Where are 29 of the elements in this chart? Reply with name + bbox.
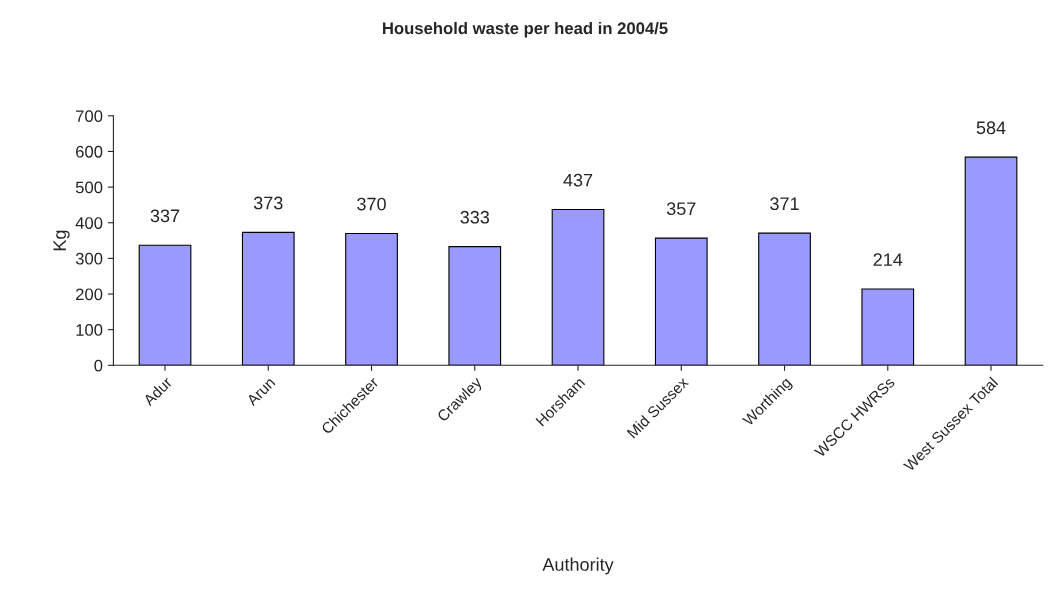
- y-tick-label: 400: [75, 217, 103, 229]
- bar: [551, 209, 605, 366]
- data-label: 357: [666, 202, 696, 216]
- y-tick-label: 0: [94, 359, 103, 372]
- y-tick-label: 100: [76, 324, 103, 336]
- data-label: 373: [253, 196, 283, 210]
- bar: [448, 246, 502, 366]
- y-tick-label: 300: [75, 252, 103, 265]
- bar: [345, 232, 398, 366]
- bar: [758, 232, 811, 366]
- data-label: 333: [460, 210, 490, 224]
- bar: [241, 231, 295, 366]
- data-label: 337: [150, 209, 180, 223]
- bar: [654, 237, 708, 366]
- data-label: 584: [976, 121, 1006, 135]
- y-axis-title: Kg: [53, 230, 70, 251]
- y-tick-label: 500: [75, 181, 103, 194]
- chart-title: Household waste per head in 2004/5: [383, 21, 668, 38]
- y-tick-label: 200: [76, 288, 103, 301]
- x-axis-title: Authority: [542, 557, 614, 575]
- data-label: 437: [563, 173, 593, 187]
- data-label: 370: [357, 197, 386, 211]
- data-label: 214: [873, 253, 903, 266]
- bar: [138, 244, 192, 366]
- bar: [861, 288, 915, 366]
- y-tick-label: 700: [76, 110, 103, 123]
- y-tick-label: 600: [76, 145, 103, 158]
- data-label: 371: [770, 197, 799, 211]
- bar: [964, 156, 1018, 366]
